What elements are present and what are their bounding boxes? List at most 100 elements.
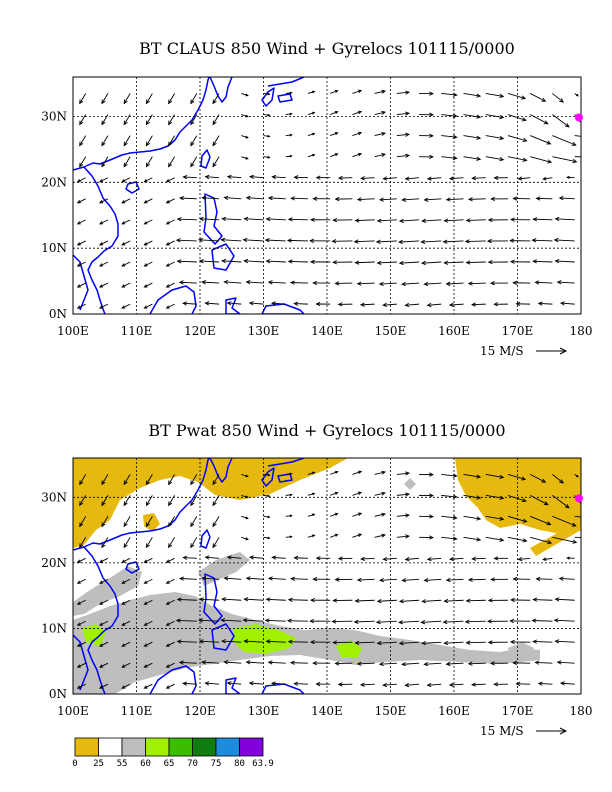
reference-arrow-head: [559, 727, 568, 735]
coastline-luzon: [203, 193, 223, 245]
wind-vector: [485, 515, 505, 521]
wind-vector: [507, 473, 527, 481]
wind-vector: [212, 516, 220, 528]
wind-vector: [542, 557, 553, 562]
wind-vector: [489, 281, 508, 286]
wind-vector: [464, 619, 486, 624]
wind-vector: [190, 516, 198, 528]
wind-vector: [286, 238, 308, 243]
wind-vector: [121, 620, 131, 626]
wind-vector: [243, 258, 264, 264]
wind-vector: [165, 282, 175, 288]
wind-vector: [356, 197, 375, 202]
wind-vector: [376, 218, 397, 223]
wind-vector: [221, 597, 242, 602]
wind-vector: [307, 513, 316, 517]
wind-vector: [121, 578, 131, 584]
wind-vector: [98, 303, 109, 309]
wind-vector: [168, 114, 175, 126]
pwat-moist-philippines: [198, 552, 250, 586]
wind-vector: [226, 681, 242, 686]
wind-vector: [574, 515, 581, 518]
wind-vector: [121, 557, 131, 563]
x-tick-label: 150E: [375, 704, 407, 718]
y-tick-label: 10N: [41, 621, 67, 635]
wind-vector: [509, 639, 531, 645]
pwat-wind-panel: BT Pwat 850 Wind + Gyrelocs 101115/0000: [41, 421, 592, 769]
wind-vector: [354, 260, 375, 265]
colorbar-label: 55: [117, 759, 128, 769]
wind-vector: [449, 176, 464, 181]
wind-vector: [145, 93, 153, 105]
wind-vector: [286, 618, 308, 623]
wind-vector: [76, 662, 86, 668]
wind-vector: [310, 598, 331, 603]
wind-vector: [182, 174, 197, 180]
wind-vector: [310, 217, 331, 222]
wind-vector: [529, 473, 547, 483]
wind-vector: [421, 218, 442, 223]
wind-vector: [241, 156, 249, 160]
wind-vector: [426, 176, 442, 181]
wind-vector: [98, 557, 109, 563]
wind-vector: [493, 302, 508, 307]
wind-vector: [143, 620, 153, 626]
pwat-wet-west: [82, 624, 106, 646]
wind-vector: [242, 618, 264, 623]
wind-vector: [223, 660, 242, 665]
wind-vector: [143, 599, 153, 605]
wind-vector: [263, 536, 271, 540]
coastline-korea: [209, 458, 233, 483]
wind-vector: [554, 216, 575, 222]
wind-vector: [401, 662, 420, 667]
wind-vector: [263, 155, 271, 159]
wind-vector: [201, 576, 220, 581]
wind-vector: [553, 618, 575, 623]
wind-vector: [98, 198, 109, 204]
colorbar-swatch: [239, 737, 264, 757]
wind-vector: [552, 536, 578, 544]
wind-vector: [143, 578, 153, 584]
wind-vector: [221, 216, 242, 222]
wind-vector: [287, 597, 308, 602]
wind-vector: [379, 197, 397, 202]
wind-vector: [554, 597, 575, 602]
wind-vector: [382, 682, 397, 688]
wind-vector: [421, 641, 442, 646]
wind-vector: [552, 156, 578, 164]
wind-vector: [270, 681, 286, 686]
wind-vector: [145, 114, 153, 126]
coastline-kyushu: [261, 87, 275, 107]
wind-vector: [204, 301, 220, 306]
wind-vector: [574, 156, 581, 158]
wind-vector: [530, 515, 552, 526]
wind-vector: [76, 641, 86, 647]
wind-vector: [426, 557, 442, 562]
wind-vector: [558, 576, 575, 581]
wind-vector: [176, 217, 197, 222]
wind-vector: [419, 133, 434, 138]
pwat-moist-nw: [73, 566, 142, 616]
x-tick-label: 140E: [311, 704, 343, 718]
wind-vector: [248, 174, 264, 180]
wind-vector: [165, 240, 175, 246]
wind-vector: [374, 89, 387, 94]
wind-vector: [532, 639, 553, 644]
wind-vector: [401, 578, 420, 583]
wind-vector: [489, 661, 508, 666]
wind-vector: [330, 512, 339, 517]
coastline-hainan: [125, 181, 140, 194]
wind-vector: [376, 598, 397, 604]
wind-vector: [223, 576, 242, 581]
wind-vector: [421, 599, 442, 604]
wind-vector: [212, 537, 220, 549]
wind-vector: [121, 177, 131, 183]
wind-vector: [98, 177, 109, 183]
wind-vector: [101, 156, 109, 168]
wind-vector: [352, 89, 363, 94]
wind-vector: [552, 93, 564, 103]
wind-vector: [242, 237, 264, 243]
wind-vector: [512, 280, 531, 285]
wind-vector: [442, 619, 464, 625]
